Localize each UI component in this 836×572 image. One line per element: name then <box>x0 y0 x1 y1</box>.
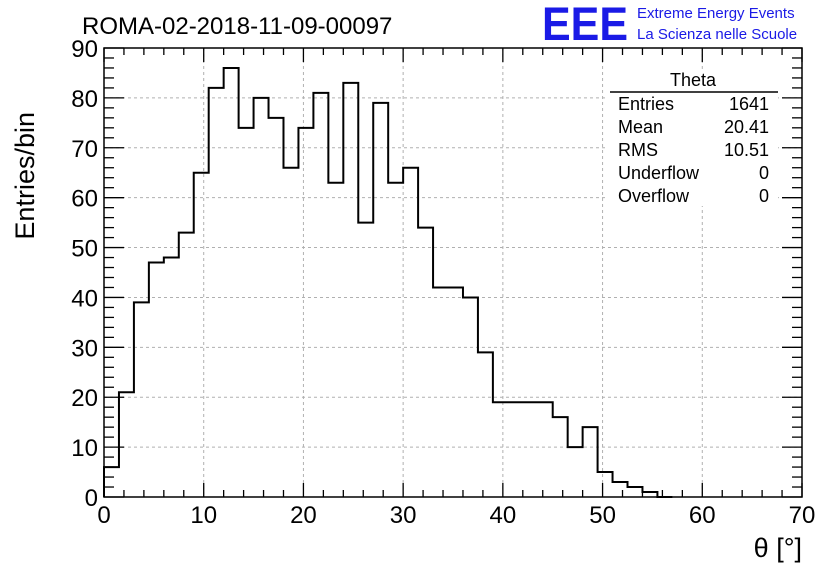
y-axis-ticks: 0 10 20 30 40 50 60 70 80 90 <box>71 36 98 512</box>
stats-label: Underflow <box>618 163 700 183</box>
y-tick-label: 20 <box>71 385 98 412</box>
chart-title: ROMA-02-2018-11-09-00097 <box>82 13 392 40</box>
x-tick-label: 10 <box>190 502 217 529</box>
stats-label: Mean <box>618 117 663 137</box>
stats-label: RMS <box>618 140 658 160</box>
x-tick-label: 40 <box>490 502 517 529</box>
y-tick-label: 70 <box>71 136 98 163</box>
x-tick-label: 60 <box>689 502 716 529</box>
y-tick-label: 50 <box>71 236 98 263</box>
x-tick-label: 0 <box>97 502 110 529</box>
y-axis-label: Entries/bin <box>10 112 40 240</box>
stats-box: Theta Entries 1641 Mean 20.41 RMS 10.51 Underf… <box>608 70 778 206</box>
y-tick-label: 80 <box>71 86 98 113</box>
stats-value: 20.41 <box>724 117 769 137</box>
logo-line-2: La Scienza nelle Scuole <box>637 26 797 43</box>
x-tick-label: 50 <box>589 502 616 529</box>
y-tick-label: 60 <box>71 186 98 213</box>
plot-frame <box>103 47 803 498</box>
histogram-step-line <box>103 66 673 498</box>
x-tick-label: 70 <box>789 502 816 529</box>
y-tick-label: 90 <box>71 36 98 63</box>
y-tick-label: 10 <box>71 435 98 462</box>
stats-value: 1641 <box>729 94 769 114</box>
x-axis-ticks: 0 10 20 30 40 50 60 70 <box>97 502 815 529</box>
logo-mark: EEE <box>542 0 628 50</box>
x-tick-label: 30 <box>390 502 417 529</box>
y-tick-label: 0 <box>85 485 98 512</box>
x-axis-label: θ [°] <box>754 533 802 563</box>
stats-label: Overflow <box>618 186 690 206</box>
stats-value: 0 <box>759 163 769 183</box>
y-tick-label: 40 <box>71 285 98 312</box>
stats-title: Theta <box>670 70 717 90</box>
x-tick-label: 20 <box>290 502 317 529</box>
stats-label: Entries <box>618 94 674 114</box>
eee-logo: EEE Extreme Energy Events La Scienza nel… <box>542 0 797 50</box>
stats-value: 0 <box>759 186 769 206</box>
y-tick-label: 30 <box>71 335 98 362</box>
logo-line-1: Extreme Energy Events <box>637 5 795 22</box>
stats-value: 10.51 <box>724 140 769 160</box>
